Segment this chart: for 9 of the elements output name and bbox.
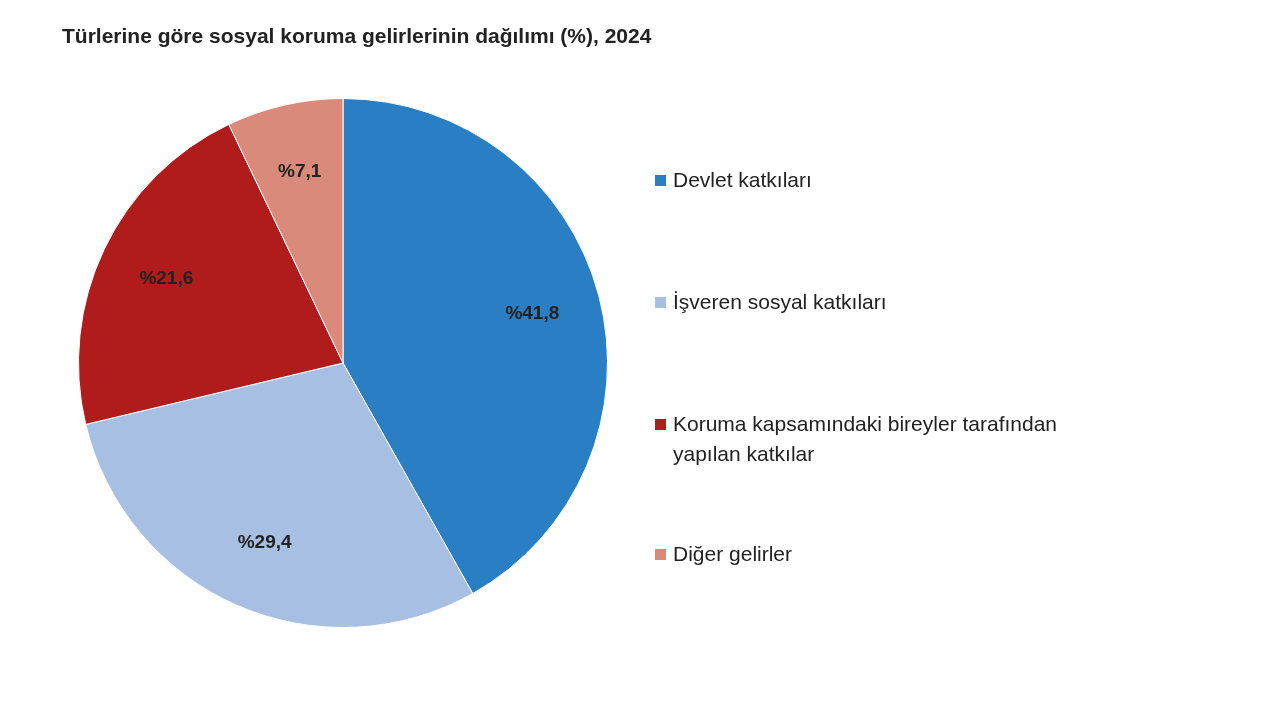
data-label: %41,8 — [505, 301, 560, 323]
data-label: %7,1 — [278, 160, 322, 182]
data-label: %29,4 — [237, 530, 292, 552]
chart-title: Türlerine göre sosyal koruma gelirlerinin dağılımı (%), 2024 — [62, 24, 652, 48]
legend-label: Devlet katkıları — [673, 167, 812, 193]
legend-label: Koruma kapsamındaki bireyler tarafından yapılan katkılar — [673, 411, 1059, 467]
legend-label: Diğer gelirler — [673, 541, 793, 567]
data-label: %21,6 — [139, 266, 194, 288]
legend-label: İşveren sosyal katkıları — [673, 289, 887, 315]
